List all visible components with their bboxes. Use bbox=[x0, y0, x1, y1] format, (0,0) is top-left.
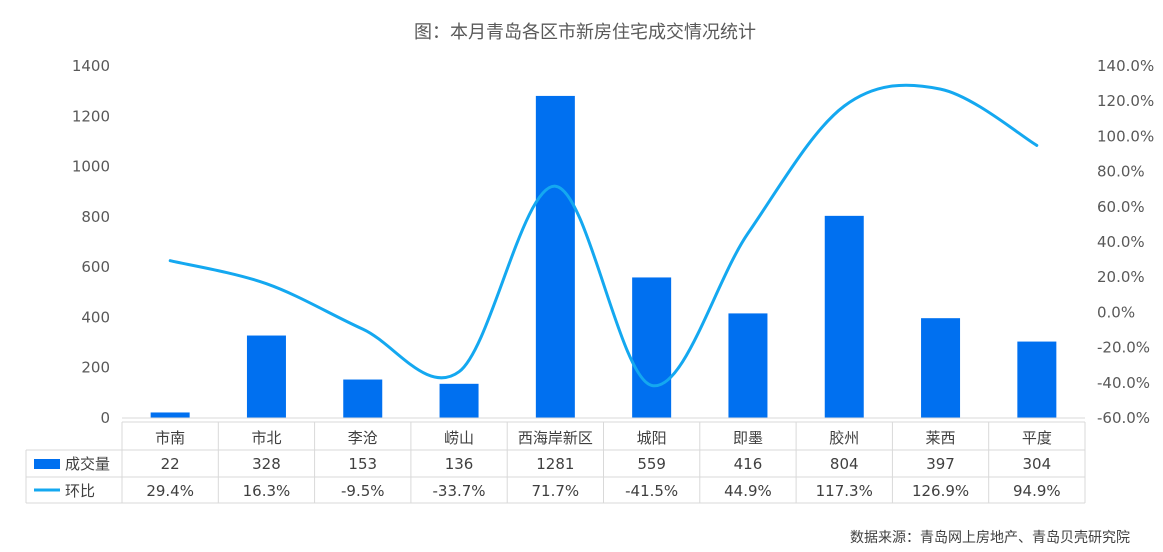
source-note: 数据来源：青岛网上房地产、青岛贝壳研究院 bbox=[850, 529, 1130, 546]
line-value-label: 29.4% bbox=[146, 482, 194, 500]
left-tick-label: 1000 bbox=[72, 158, 110, 176]
bar-value-label: 1281 bbox=[536, 455, 574, 473]
right-tick-label: 20.0% bbox=[1097, 268, 1145, 286]
category-label: 李沧 bbox=[348, 429, 378, 447]
left-tick-label: 400 bbox=[81, 308, 110, 326]
right-tick-label: 120.0% bbox=[1097, 92, 1154, 110]
category-label: 崂山 bbox=[444, 429, 474, 447]
left-tick-label: 200 bbox=[81, 359, 110, 377]
category-label: 市北 bbox=[251, 429, 281, 447]
legend-bar-key bbox=[34, 459, 60, 469]
bar bbox=[632, 277, 672, 418]
line-value-label: 16.3% bbox=[243, 482, 291, 500]
line-value-label: 94.9% bbox=[1013, 482, 1061, 500]
bar-value-label: 559 bbox=[637, 455, 666, 473]
line-value-label: 117.3% bbox=[816, 482, 873, 500]
line-series bbox=[168, 83, 1039, 387]
right-tick-label: -60.0% bbox=[1097, 409, 1150, 427]
category-label: 平度 bbox=[1022, 429, 1052, 447]
category-label: 胶州 bbox=[829, 429, 859, 447]
left-tick-label: 600 bbox=[81, 258, 110, 276]
line-value-label: 71.7% bbox=[532, 482, 580, 500]
bar bbox=[535, 95, 575, 419]
category-label: 西海岸新区 bbox=[518, 429, 593, 447]
right-tick-label: 140.0% bbox=[1097, 57, 1154, 75]
bar bbox=[921, 318, 961, 418]
right-tick-label: 40.0% bbox=[1097, 233, 1145, 251]
category-label: 即墨 bbox=[733, 429, 763, 447]
bar-value-label: 22 bbox=[161, 455, 180, 473]
line-value-label: -33.7% bbox=[433, 482, 486, 500]
bar bbox=[150, 412, 190, 418]
legend-bar-name: 成交量 bbox=[65, 455, 110, 473]
left-tick-label: 1200 bbox=[72, 107, 110, 125]
line-value-label: 126.9% bbox=[912, 482, 969, 500]
right-tick-label: 80.0% bbox=[1097, 163, 1145, 181]
line-value-label: 44.9% bbox=[724, 482, 772, 500]
bar-value-label: 153 bbox=[348, 455, 377, 473]
bar-value-label: 136 bbox=[445, 455, 474, 473]
category-label: 城阳 bbox=[637, 429, 667, 447]
left-tick-label: 800 bbox=[81, 208, 110, 226]
line-value-label: -9.5% bbox=[341, 482, 385, 500]
left-tick-label: 1400 bbox=[72, 57, 110, 75]
left-axis: 0 200 400 600 800 1000 1200 1400 bbox=[72, 57, 110, 427]
line-path bbox=[168, 83, 1039, 387]
bar-value-label: 804 bbox=[830, 455, 859, 473]
right-tick-label: -40.0% bbox=[1097, 374, 1150, 392]
bar-value-label: 328 bbox=[252, 455, 281, 473]
bar-series bbox=[150, 95, 1057, 419]
bar-value-label: 397 bbox=[926, 455, 955, 473]
bar bbox=[728, 313, 768, 418]
right-tick-label: 100.0% bbox=[1097, 127, 1154, 145]
right-axis: -60.0% -40.0% -20.0% 0.0% 20.0% 40.0% 60.0% 80.… bbox=[1097, 57, 1154, 427]
bar-value-label: 304 bbox=[1023, 455, 1052, 473]
bar bbox=[1017, 341, 1057, 418]
bar bbox=[824, 215, 864, 418]
left-tick-label: 0 bbox=[100, 409, 110, 427]
chart-title: 图：本月青岛各区市新房住宅成交情况统计 bbox=[414, 22, 756, 43]
legend-line-name: 环比 bbox=[65, 482, 95, 500]
category-label: 莱西 bbox=[926, 429, 956, 447]
bar bbox=[439, 383, 479, 418]
right-tick-label: 60.0% bbox=[1097, 198, 1145, 216]
line-value-label: -41.5% bbox=[625, 482, 678, 500]
category-label: 市南 bbox=[155, 429, 185, 447]
bar-value-label: 416 bbox=[734, 455, 763, 473]
right-tick-label: -20.0% bbox=[1097, 339, 1150, 357]
bar bbox=[246, 335, 286, 418]
right-tick-label: 0.0% bbox=[1097, 303, 1135, 321]
bar bbox=[343, 379, 383, 418]
